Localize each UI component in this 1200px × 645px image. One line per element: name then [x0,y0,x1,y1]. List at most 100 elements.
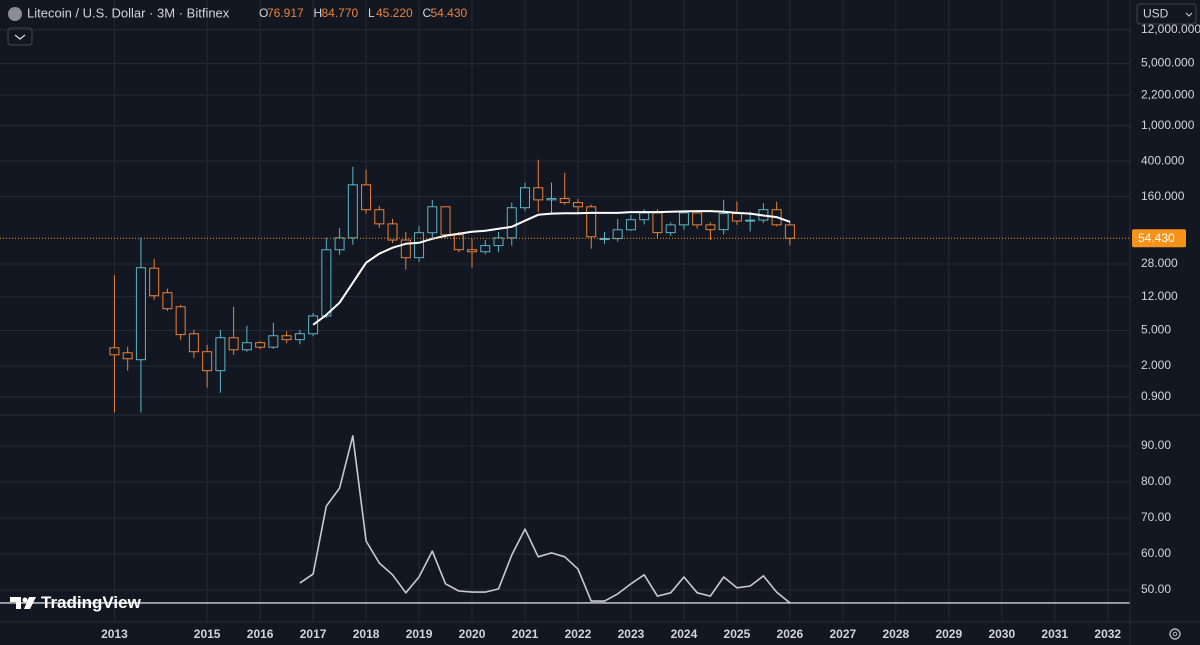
candle-body [308,315,319,335]
y-tick-label: 5.000 [1141,323,1171,337]
candle-body [678,212,689,226]
collapse-button[interactable] [7,27,33,46]
candle-body [374,209,385,225]
settings-icon[interactable] [1169,628,1181,640]
symbol-logo [8,7,22,21]
candle-body [347,184,358,239]
candle-body [440,206,451,236]
last-price-box [1132,229,1186,248]
y-tick-label: 12,000.000 [1141,22,1200,36]
x-tick-label: 2018 [353,627,380,641]
indicator-tick-label: 70.00 [1141,510,1171,524]
candle-body [281,335,292,341]
ohlc-readout: O76.917 H 84.770 L 45.220 C 54.430 [259,6,468,20]
grid [0,0,1130,622]
x-tick-label: 2027 [830,627,857,641]
candle-body [493,237,504,247]
x-tick-label: 2032 [1094,627,1121,641]
candle-body [202,351,213,372]
candle-body [414,232,425,259]
y-tick-label: 1,000.000 [1141,118,1195,132]
indicator-tick-label: 80.00 [1141,474,1171,488]
x-tick-label: 2031 [1041,627,1068,641]
x-tick-label: 2013 [101,627,128,641]
y-tick-label: 2,200.000 [1141,87,1195,101]
logo-shape [24,597,36,609]
candle-body [559,198,570,204]
watermark-logo [10,597,36,609]
candle-body [215,337,226,372]
ohlc-key: C [423,6,432,20]
dropdown-icon [1185,12,1193,17]
y-tick-label: 400.000 [1141,153,1185,167]
ohlc-key: L [368,6,375,20]
x-tick-label: 2030 [988,627,1015,641]
ohlc-key: H [314,6,323,20]
candle-body [546,198,557,201]
indicator-line [299,435,791,604]
chevron-icon [14,34,26,40]
candle-body [361,184,372,211]
candle-body [135,267,146,361]
candle-body [228,337,239,351]
y-tick-label: 0.900 [1141,389,1171,403]
ohlc-key: O [259,6,268,20]
candle-body [599,238,610,241]
candle-body [784,224,795,239]
currency-select[interactable] [1136,3,1197,25]
watermark-text: TradingView [41,593,142,612]
ohlc-value: 76.917 [267,6,304,20]
currency-label: USD [1143,7,1169,21]
x-tick-label: 2022 [565,627,592,641]
candle-body [334,237,345,251]
x-tick-label: 2021 [512,627,539,641]
candle-body [188,333,199,353]
x-tick-label: 2024 [671,627,698,641]
logo-dot [22,597,28,603]
candle-body [665,224,676,234]
candle-body [718,213,729,231]
candle-body [294,333,305,341]
y-tick-label: 5,000.000 [1141,56,1195,70]
gear-hub [1172,631,1178,637]
candle-body [109,347,120,356]
x-tick-label: 2015 [194,627,221,641]
candle-body [652,212,663,234]
candle-body [506,207,517,239]
ohlc-value: 84.770 [322,6,359,20]
candle-body [467,249,478,253]
x-tick-label: 2026 [777,627,804,641]
gear-ring [1169,628,1181,640]
indicator-tick-label: 90.00 [1141,438,1171,452]
candle-body [480,245,491,253]
candle-body [175,306,186,336]
candle-body [639,212,650,221]
moving-average-line [312,210,791,326]
candle-body [453,234,464,251]
plot [0,159,1130,604]
candle-body [241,342,252,351]
indicator-tick-label: 50.00 [1141,582,1171,596]
candle-body [731,213,742,222]
candle-body [520,187,531,209]
x-tick-label: 2025 [724,627,751,641]
last-price-label: 54.430 [1138,231,1175,245]
ohlc-value: 45.220 [376,6,413,20]
candle-body [533,187,544,201]
candle-body [586,206,597,238]
candle-body [149,267,160,297]
x-tick-label: 2019 [406,627,433,641]
candle-body [387,223,398,241]
y-tick-label: 12.000 [1141,289,1178,303]
candle-body [572,202,583,208]
candle-body [427,206,438,234]
candle-body [400,239,411,259]
x-tick-label: 2017 [300,627,327,641]
candle-body [122,352,133,360]
x-tick-label: 2023 [618,627,645,641]
x-tick-label: 2020 [459,627,486,641]
candle-body [705,224,716,231]
candle-body [745,219,756,222]
